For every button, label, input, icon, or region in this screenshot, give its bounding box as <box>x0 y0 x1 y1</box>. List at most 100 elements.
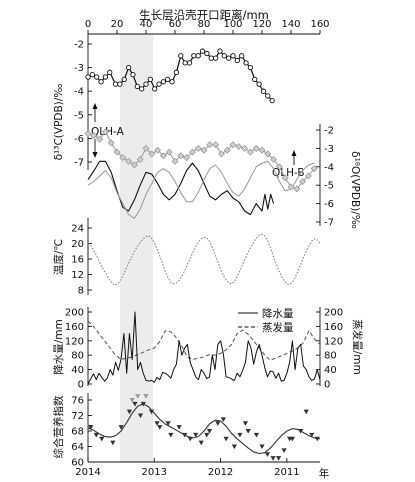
d13c-circle-point <box>182 60 188 66</box>
d13c-circle-point <box>143 81 149 87</box>
evaporation-line <box>87 320 321 361</box>
d13c-circle-point <box>199 48 206 54</box>
arrow-qlh-a-down-head <box>92 152 98 158</box>
d13c-circle-point <box>156 81 162 87</box>
evaporation-axis-tick-label: 80 <box>324 351 337 362</box>
top-axis-tick-label: 40 <box>140 19 153 30</box>
d13c-circle-point <box>260 88 267 94</box>
precipitation-axis-tick-label: 200 <box>65 308 84 319</box>
nutrition-triangle-point <box>88 425 94 430</box>
precipitation-axis-tick-label: 40 <box>71 365 84 376</box>
d13c-circle-point <box>89 72 96 78</box>
d13c-circle-point <box>125 64 132 71</box>
d18o-diamond-point <box>241 144 249 152</box>
nutrition-axis-tick-label: 68 <box>71 427 84 438</box>
d13c-circle-point <box>130 72 136 78</box>
evaporation-axis-tick-label: 200 <box>324 308 343 319</box>
d18o-diamond-point <box>101 128 109 136</box>
top-axis-tick-label: 140 <box>281 19 300 30</box>
nutrition-triangle-point <box>281 448 287 453</box>
d18o-diamond-point <box>148 150 156 158</box>
annotation-qlh-b: QLH-B <box>272 167 305 179</box>
nutrition-triangle-point <box>126 409 133 415</box>
d18o-axis-label: δ¹⁸O(VPDB)/‰ <box>349 151 361 229</box>
arrow-qlh-a-up-head <box>92 103 98 109</box>
d13c-circle-point <box>269 97 275 104</box>
d18o-axis-tick-label: -4 <box>324 162 334 173</box>
d13c-circle-point <box>265 93 271 99</box>
d18o-diamond-point <box>107 139 115 147</box>
d18o-diamond-point <box>252 144 260 152</box>
d18o-axis-tick-label: -6 <box>324 199 334 210</box>
d18o-axis-tick-label: -2 <box>324 126 334 137</box>
d13c-circle-point <box>134 83 140 90</box>
d18o-diamond-point <box>84 130 92 138</box>
nutrition-triangle-point <box>270 456 276 461</box>
top-axis-tick-label: 0 <box>85 19 91 30</box>
top-axis-tick-label: 160 <box>310 19 329 30</box>
d13c-circle-point <box>208 55 214 61</box>
d18o-diamond-point <box>188 148 196 156</box>
d13c-circle-point <box>117 81 123 87</box>
d13c-circle-point <box>138 86 145 92</box>
nutrition-triangle-point <box>231 444 237 450</box>
nutrition-triangle-point <box>303 409 309 415</box>
nutrition-triangle-point <box>275 456 282 461</box>
d13c-circle-point <box>243 60 249 66</box>
nutrition-triangle-point <box>187 436 193 442</box>
d13c-axis-tick-label: -3 <box>74 63 84 74</box>
nutrition-triangle-point <box>165 421 171 426</box>
evaporation-axis-tick-label: 40 <box>324 365 337 376</box>
nutrition-triangle-point <box>309 432 315 438</box>
d13c-circle-point <box>112 81 119 87</box>
d18o-diamond-point <box>264 150 272 158</box>
nutrition-triangle-point <box>118 425 124 430</box>
d18o-diamond-point <box>310 165 318 173</box>
nutrition-triangle-point <box>198 440 204 446</box>
d18o-diamond-point <box>125 157 133 165</box>
evaporation-axis-tick-label: 0 <box>324 380 330 391</box>
temperature-axis-tick-label: 24 <box>71 224 84 235</box>
d13c-circle-point <box>239 53 245 59</box>
top-axis-tick-label: 20 <box>111 19 124 30</box>
d18o-diamond-point <box>90 132 98 139</box>
d18o-diamond-point <box>154 146 162 154</box>
d13c-circle-point <box>247 64 254 71</box>
d18o-diamond-point <box>287 183 295 191</box>
nutrition-axis-tick-label: 64 <box>71 442 84 453</box>
nutrition-triangle-point <box>242 421 249 426</box>
d18o-diamond-point <box>171 157 179 165</box>
evaporation-axis-tick-label: 120 <box>324 336 343 347</box>
precipitation-axis-tick-label: 80 <box>71 351 84 362</box>
arrow-qlh-b-up-head <box>291 150 297 156</box>
nutrition-triangle-point <box>93 432 99 438</box>
legend-precip-label: 降水量 <box>262 307 294 320</box>
d13c-circle-point <box>234 57 241 64</box>
d18o-diamond-point <box>229 141 237 149</box>
evaporation-axis-tick-label: 160 <box>324 322 343 333</box>
d18o-diamond-point <box>246 148 254 156</box>
nutrition-triangle-point <box>245 429 251 434</box>
temperature-axis-tick-label: 20 <box>71 239 84 250</box>
d13c-circle-point <box>256 81 262 87</box>
nutrition-triangle-point <box>204 432 210 438</box>
d18o-diamond-point <box>212 141 220 149</box>
year-axis-tick-label: 2012 <box>208 467 233 478</box>
top-axis-tick-label: 100 <box>223 19 242 30</box>
d13c-circle-point <box>252 76 258 83</box>
nutrition-triangle-point-gray <box>143 394 149 399</box>
d18o-diamond-point <box>281 174 289 182</box>
nutrition-triangle-point <box>237 432 243 438</box>
precipitation-axis-tick-label: 0 <box>78 380 84 391</box>
nutrition-triangle-point <box>253 432 260 438</box>
nutrition-triangle-point <box>140 401 146 407</box>
precipitation-axis-tick-label: 120 <box>65 336 84 347</box>
d13c-circle-point <box>195 53 201 59</box>
evaporation-axis-label: 蒸发量/mm <box>351 319 364 375</box>
precipitation-axis-label: 降水量/mm <box>52 319 65 375</box>
year-axis-tick-label: 2013 <box>142 467 167 478</box>
nutrition-axis-tick-label: 76 <box>71 396 84 407</box>
d13c-circle-point <box>147 76 154 83</box>
d18o-axis-tick-label: -3 <box>324 144 334 155</box>
